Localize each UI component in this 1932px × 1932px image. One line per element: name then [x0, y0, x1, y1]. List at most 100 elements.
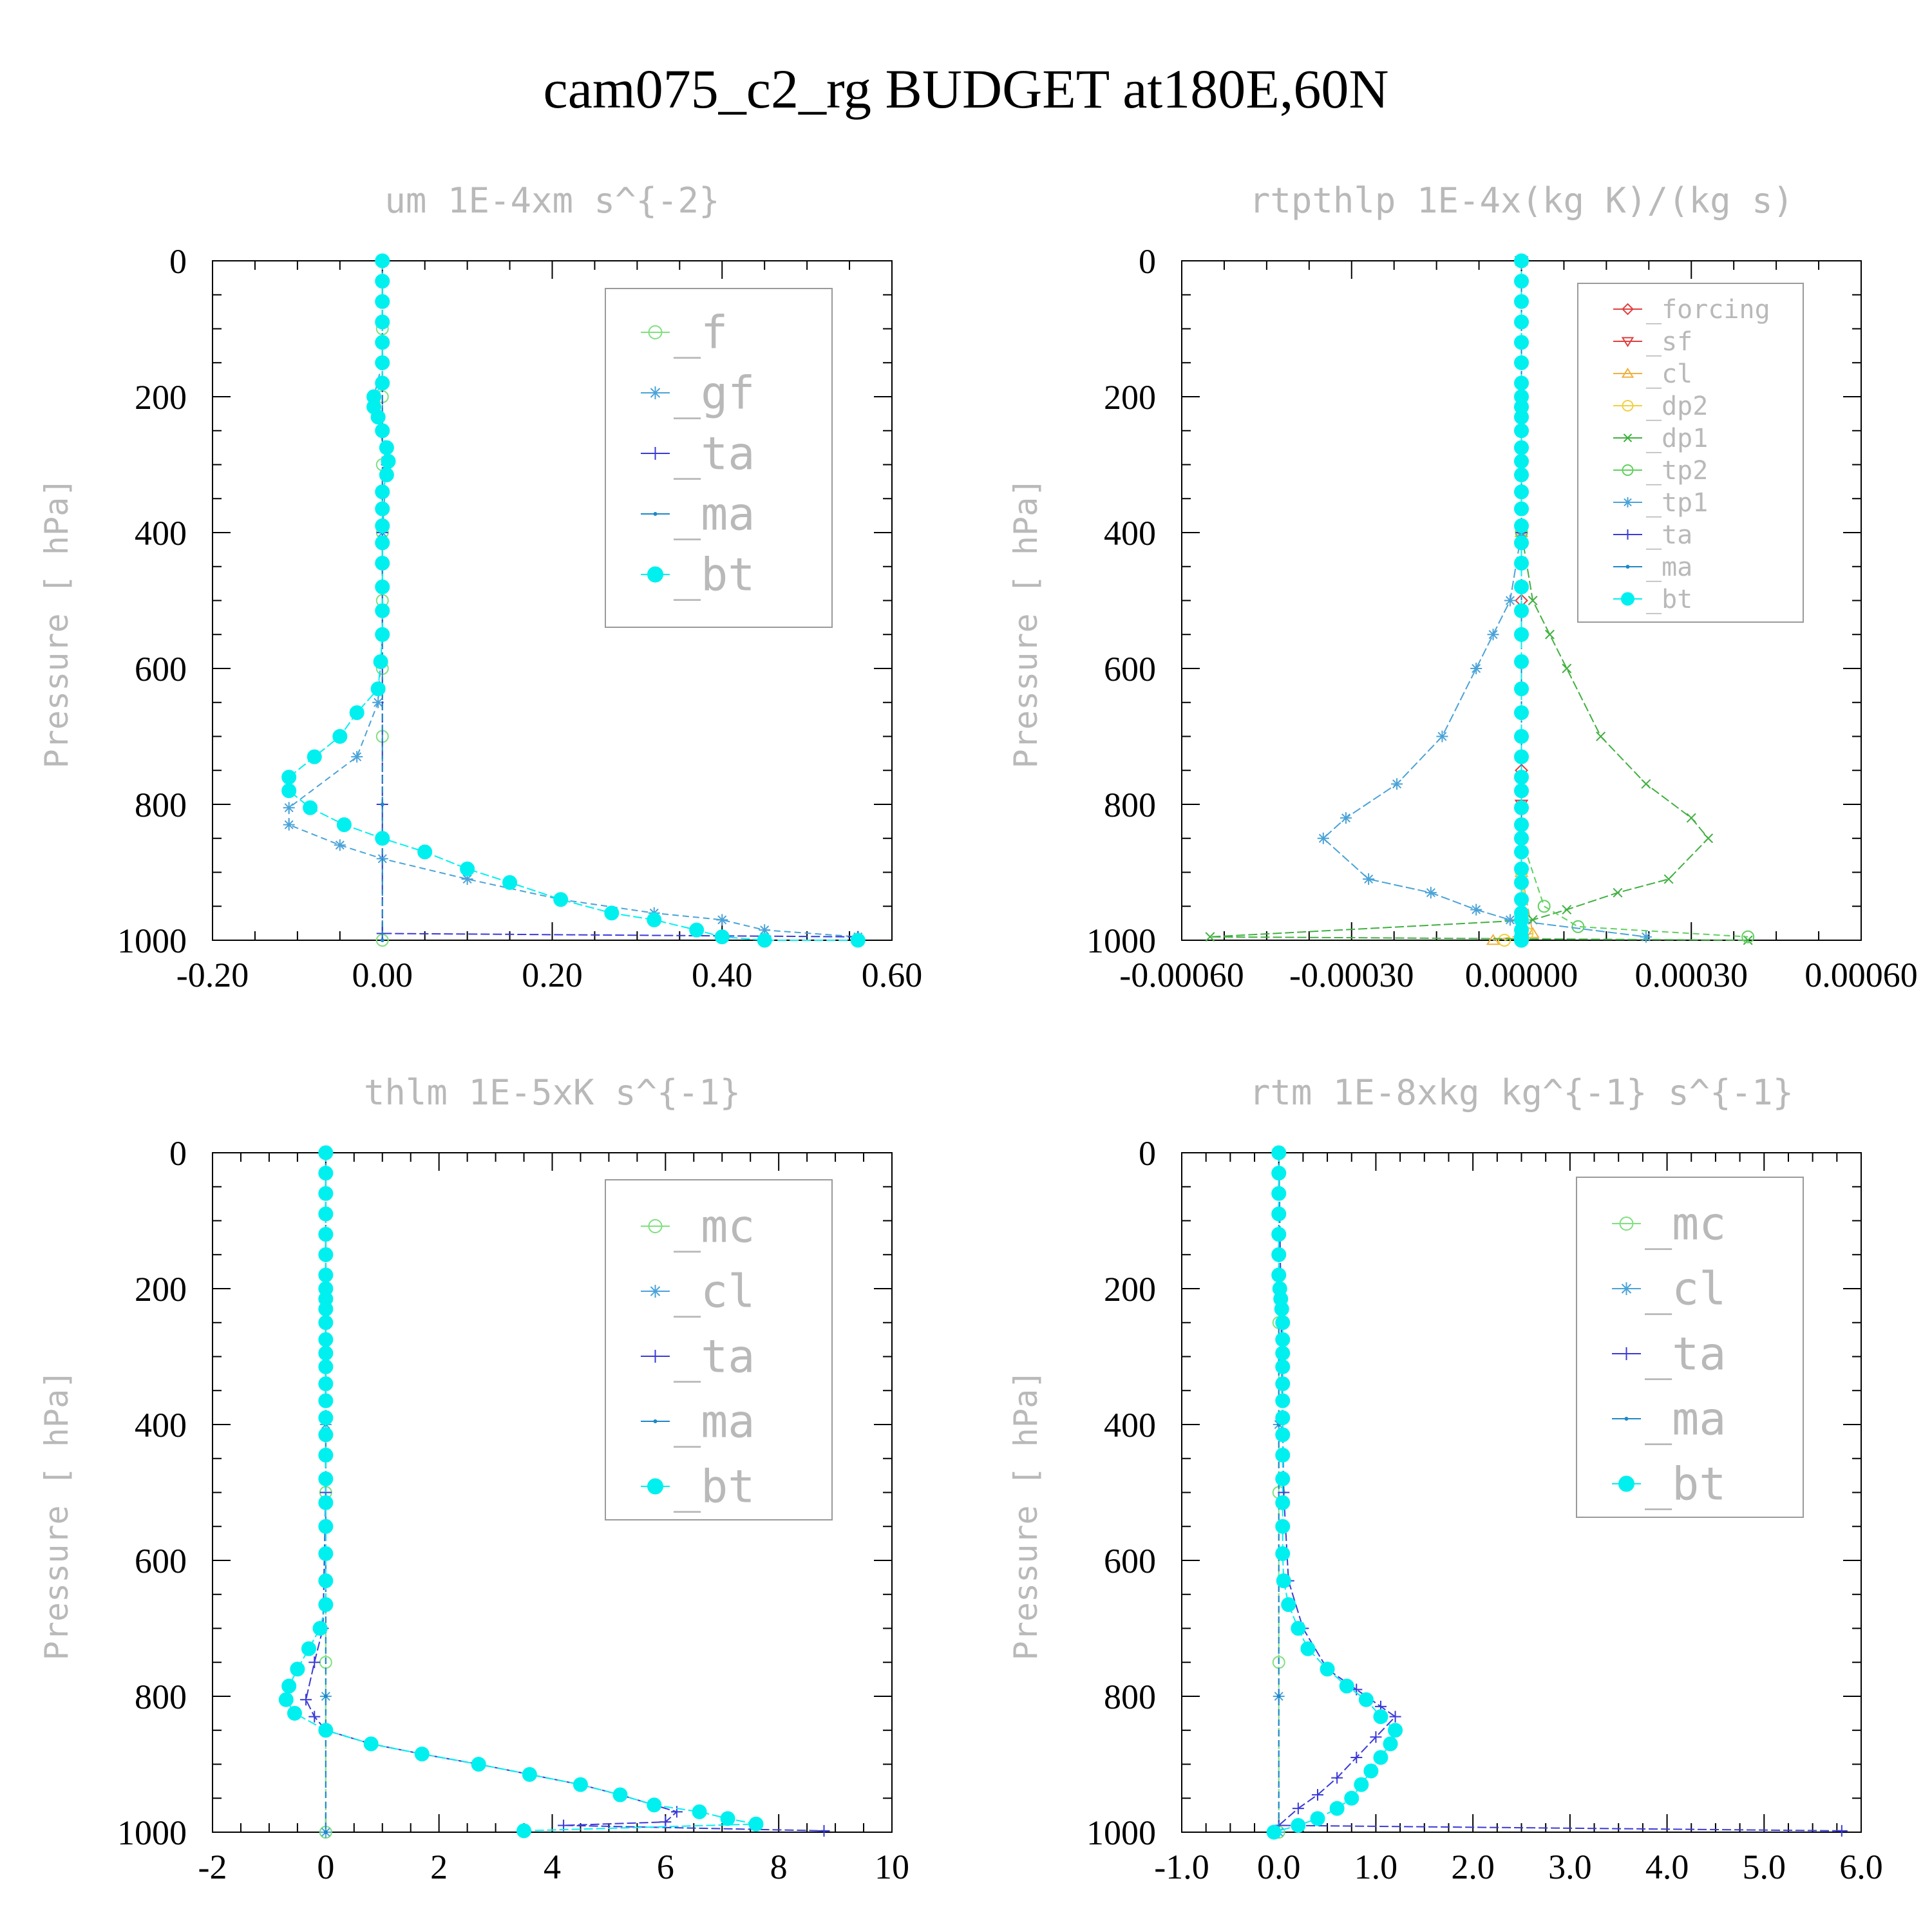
data-point [1514, 603, 1529, 618]
legend-marker [653, 1419, 658, 1423]
data-point [1596, 732, 1606, 741]
x-tick-label: 0 [317, 1848, 334, 1886]
data-point [1514, 705, 1529, 721]
data-point [375, 355, 390, 370]
data-point [1271, 1267, 1287, 1283]
legend-label: _bt [674, 1461, 755, 1513]
data-point [318, 1471, 334, 1486]
data-point [1300, 1641, 1316, 1656]
y-axis-label: Pressure [ hPa] [1007, 1370, 1045, 1661]
data-point [375, 555, 390, 571]
legend-marker [647, 1478, 663, 1495]
data-point [318, 1427, 334, 1443]
data-point [573, 1777, 588, 1792]
data-point [375, 253, 390, 269]
data-point [1370, 1731, 1382, 1743]
data-point [1425, 887, 1437, 899]
data-point [1514, 933, 1529, 948]
data-point [1562, 905, 1572, 914]
data-point [1514, 253, 1529, 269]
data-point [604, 905, 620, 921]
data-point [1271, 1227, 1287, 1242]
y-tick-label: 400 [135, 1406, 187, 1444]
legend-label: _ta [674, 428, 755, 480]
data-point [375, 579, 390, 594]
data-point [1486, 934, 1501, 945]
data-point [1275, 1345, 1291, 1361]
legend-label: _bt [674, 549, 755, 601]
data-point [1340, 812, 1352, 824]
data-point [1514, 844, 1529, 860]
legend-marker [1619, 1217, 1634, 1231]
data-point [1514, 681, 1529, 697]
data-point [1312, 1788, 1323, 1801]
panel-title: thlm 1E-5xK s^{-1} [364, 1072, 741, 1113]
panel-title: rtpthlp 1E-4x(kg K)/(kg s) [1249, 180, 1794, 221]
data-point [1271, 1206, 1287, 1222]
series-line [1209, 532, 1748, 941]
data-point [1537, 900, 1551, 913]
data-point [318, 1145, 334, 1160]
data-point [1275, 1546, 1291, 1561]
data-point [522, 1766, 537, 1782]
data-point [1291, 1817, 1306, 1833]
y-tick-label: 600 [1104, 1542, 1156, 1580]
data-point [1266, 1824, 1282, 1840]
data-point [370, 410, 386, 425]
data-point [370, 681, 386, 697]
data-point [720, 1811, 735, 1826]
x-tick-label: 0.00 [352, 956, 413, 994]
legend-label: _sf [1646, 327, 1692, 357]
data-point [283, 819, 295, 831]
data-point [1514, 729, 1529, 744]
y-tick-label: 600 [135, 650, 187, 688]
data-point [1310, 1811, 1325, 1826]
x-tick-label: -1.0 [1154, 1848, 1209, 1886]
legend-label: _cl [674, 1265, 755, 1318]
legend-marker [647, 566, 663, 583]
data-point [375, 535, 390, 551]
data-point [1562, 663, 1572, 674]
data-point [1514, 875, 1529, 890]
data-point [502, 875, 518, 890]
data-point [375, 831, 390, 846]
data-point [1275, 1393, 1291, 1408]
data-point [1514, 314, 1529, 330]
data-point [1663, 874, 1674, 884]
legend-label: _bt [1645, 1458, 1726, 1511]
data-point [716, 914, 728, 926]
legend-label: _tp1 [1646, 488, 1708, 518]
data-point [1275, 1495, 1291, 1510]
legend-marker [1618, 1475, 1634, 1492]
y-tick-label: 1000 [1086, 1814, 1156, 1852]
legend-marker [1622, 464, 1634, 476]
data-point [1504, 914, 1516, 926]
data-point [318, 1573, 334, 1589]
data-point [318, 1447, 334, 1463]
data-point [318, 1247, 334, 1262]
data-point [1329, 1801, 1345, 1816]
data-point [1292, 1803, 1304, 1815]
legend-label: _mc [674, 1200, 755, 1253]
legend-marker [653, 512, 658, 516]
x-tick-label: 4.0 [1645, 1848, 1689, 1886]
data-point [1205, 932, 1215, 942]
data-point [1514, 423, 1529, 439]
data-point [334, 839, 346, 851]
data-point [1504, 594, 1516, 607]
series-line [1273, 1153, 1396, 1833]
data-point [318, 1376, 334, 1392]
data-point [759, 924, 771, 936]
x-tick-label: 0.0 [1257, 1848, 1301, 1886]
data-point [373, 654, 388, 669]
data-point [349, 705, 365, 721]
page-title: cam075_c2_rg BUDGET at180E,60N [543, 58, 1389, 120]
data-point [1358, 1692, 1374, 1707]
legend-label: _mc [1645, 1198, 1726, 1251]
data-point [757, 933, 772, 948]
data-point [1350, 1751, 1363, 1763]
legend-marker [1622, 303, 1634, 316]
x-tick-label: 0.60 [862, 956, 923, 994]
x-tick-label: 0.00030 [1635, 956, 1748, 994]
